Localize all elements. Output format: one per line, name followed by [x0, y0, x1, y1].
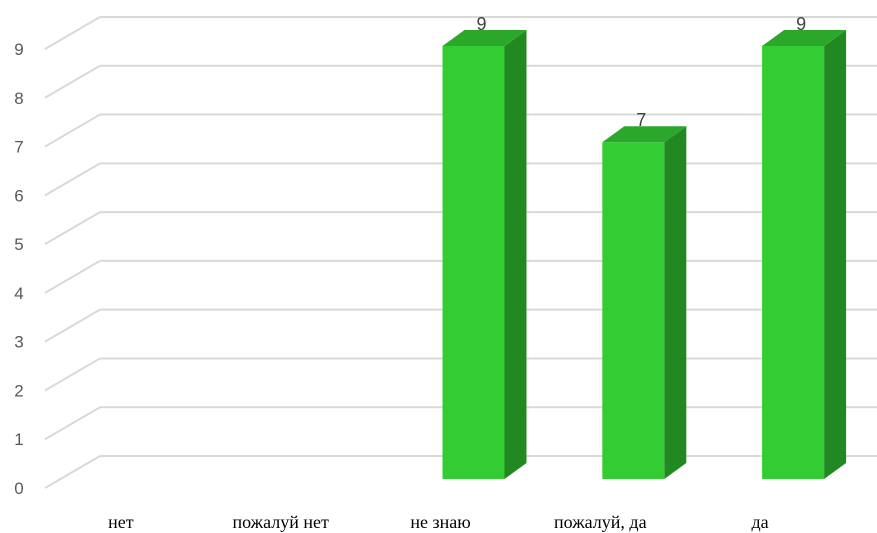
gridline-depth — [44, 64, 101, 99]
y-tick-label: 2 — [14, 381, 23, 400]
x-tick-label: пожалуй нет — [233, 512, 330, 532]
x-tick-label: не знаю — [410, 512, 470, 532]
bar-top — [602, 126, 687, 143]
data-label: 9 — [796, 14, 806, 34]
gridline-depth — [44, 260, 101, 294]
data-label: 7 — [636, 110, 646, 130]
gridline-depth — [44, 308, 101, 343]
y-tick-label: 9 — [14, 40, 23, 59]
bar — [602, 142, 665, 479]
gridline-depth — [44, 162, 101, 197]
y-tick-label: 5 — [14, 235, 23, 254]
y-tick-label: 6 — [14, 186, 23, 205]
bar — [762, 46, 825, 479]
y-tick-label: 7 — [14, 138, 23, 157]
bar-top — [762, 30, 847, 46]
y-tick-label: 0 — [14, 479, 23, 498]
x-tick-label: да — [752, 512, 769, 532]
gridline-depth — [44, 357, 101, 392]
x-tick-label: нет — [108, 512, 134, 532]
y-tick-label: 4 — [14, 284, 23, 303]
data-label: 9 — [476, 14, 486, 34]
x-tick-label: пожалуй, да — [554, 512, 647, 532]
gridline-depth — [44, 406, 101, 441]
gridline-depth — [44, 455, 101, 489]
bar-top — [442, 30, 527, 46]
bar-side — [664, 126, 687, 479]
y-tick-label: 3 — [14, 333, 23, 352]
gridline-depth — [44, 211, 101, 245]
bar — [442, 46, 505, 479]
gridline-depth — [44, 113, 101, 148]
y-tick-label: 8 — [14, 89, 23, 108]
bar-side — [504, 30, 527, 479]
bar-side — [824, 30, 847, 479]
gridline-depth — [44, 16, 101, 50]
y-tick-label: 1 — [14, 430, 23, 449]
